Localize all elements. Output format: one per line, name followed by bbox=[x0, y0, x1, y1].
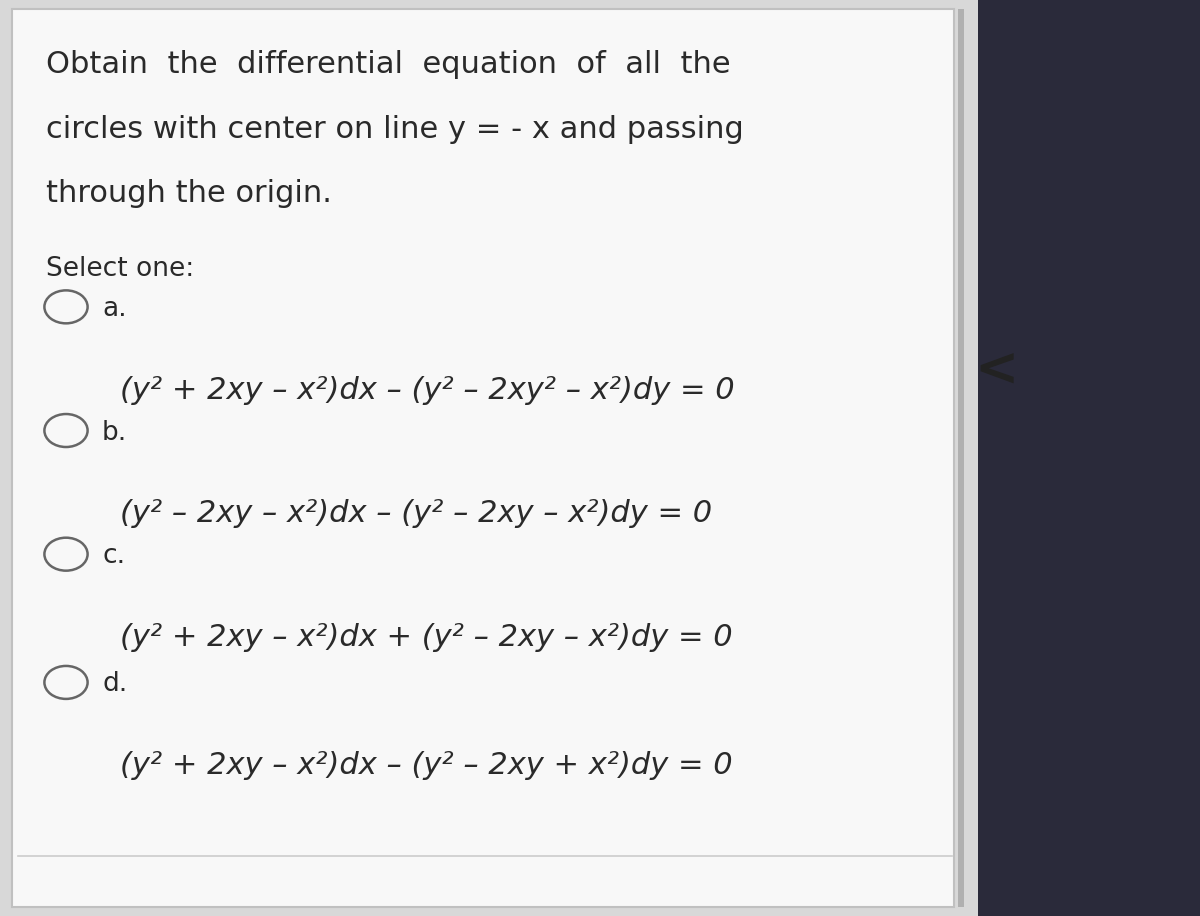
Text: circles with center on line y = - x and passing: circles with center on line y = - x and … bbox=[46, 114, 743, 144]
Text: (y² + 2xy – x²)dx – (y² – 2xy + x²)dy = 0: (y² + 2xy – x²)dx – (y² – 2xy + x²)dy = … bbox=[120, 751, 733, 780]
Text: c.: c. bbox=[102, 543, 125, 569]
Text: d.: d. bbox=[102, 671, 127, 697]
Text: b.: b. bbox=[102, 420, 127, 445]
Text: (y² + 2xy – x²)dx + (y² – 2xy – x²)dy = 0: (y² + 2xy – x²)dx + (y² – 2xy – x²)dy = … bbox=[120, 623, 733, 652]
Bar bbox=[958, 9, 964, 907]
Text: (y² – 2xy – x²)dx – (y² – 2xy – x²)dy = 0: (y² – 2xy – x²)dx – (y² – 2xy – x²)dy = … bbox=[120, 499, 712, 529]
Text: through the origin.: through the origin. bbox=[46, 179, 331, 208]
Text: Obtain  the  differential  equation  of  all  the: Obtain the differential equation of all … bbox=[46, 50, 731, 80]
Text: Select one:: Select one: bbox=[46, 256, 194, 282]
Text: (y² + 2xy – x²)dx – (y² – 2xy² – x²)dy = 0: (y² + 2xy – x²)dx – (y² – 2xy² – x²)dy =… bbox=[120, 376, 734, 405]
Text: <: < bbox=[974, 345, 1018, 397]
Bar bbox=[0, 0, 978, 916]
Text: a.: a. bbox=[102, 296, 127, 322]
Bar bbox=[12, 9, 954, 907]
